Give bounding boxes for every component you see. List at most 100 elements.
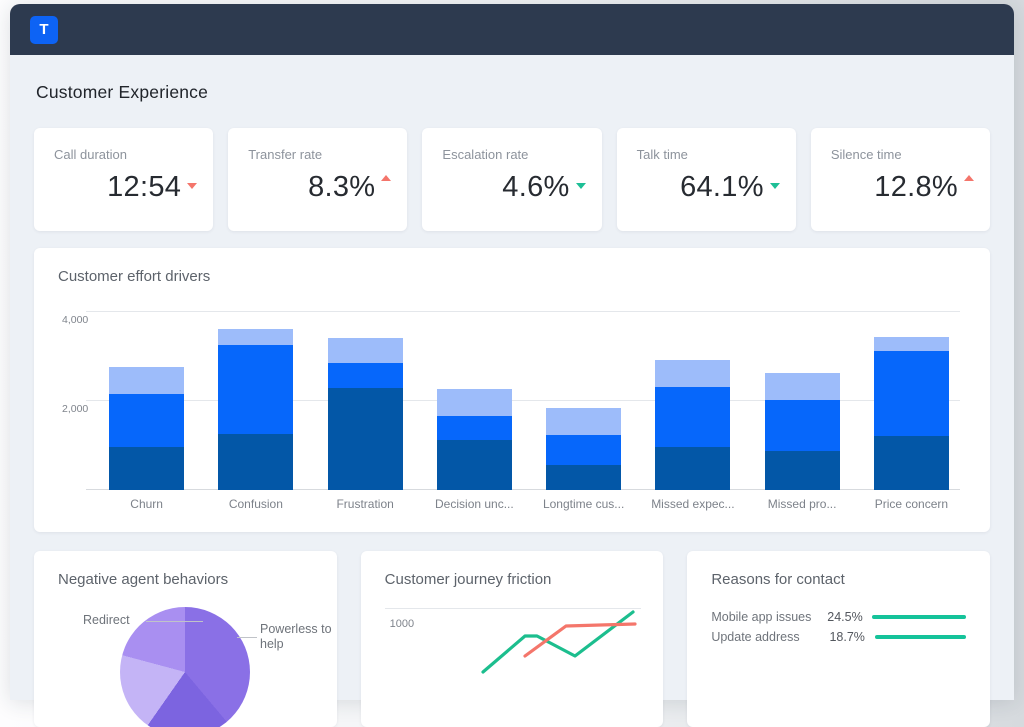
pie-slice-label: Redirect	[83, 613, 130, 627]
kpi-card-silence-time[interactable]: Silence time 12.8%	[810, 128, 991, 231]
bar-segment[interactable]	[436, 415, 512, 441]
app-logo-icon[interactable]: T	[30, 15, 58, 44]
bar-missed-pro-[interactable]	[764, 372, 840, 490]
x-axis-labels: Churn Confusion Frustration Decision unc...…	[92, 497, 966, 511]
dashboard-content: Customer Experience Call duration 12:54 Tr…	[10, 82, 1014, 727]
page-title: Customer Experience	[36, 82, 209, 102]
kpi-value: 12.8%	[831, 171, 975, 204]
reason-value: 18.7%	[829, 630, 865, 644]
gridline	[384, 608, 642, 609]
x-axis-label: Missed pro...	[767, 497, 837, 511]
bar-price-concern[interactable]	[873, 336, 949, 490]
bar-churn[interactable]	[109, 367, 185, 490]
chart-title: Reasons for contact	[711, 571, 845, 588]
bar-segment[interactable]	[327, 337, 403, 364]
y-tick-label: 4,000	[62, 314, 89, 326]
gridline-4000	[86, 311, 960, 312]
x-axis-label: Confusion	[228, 497, 283, 511]
reason-value: 24.5%	[827, 610, 863, 624]
bar-segment[interactable]	[436, 388, 512, 416]
y-tick-label: 1000	[389, 618, 415, 630]
bar-segment[interactable]	[873, 336, 949, 352]
reason-label: Update address	[711, 630, 800, 644]
app-window: T Customer Experience Call duration 12:54…	[10, 4, 1014, 727]
chart-title: Customer effort drivers	[58, 268, 211, 285]
bar-missed-expec-[interactable]	[655, 360, 731, 490]
trend-down-icon	[575, 183, 586, 189]
bar-segment[interactable]	[655, 386, 731, 447]
kpi-label: Transfer rate	[248, 147, 323, 162]
line-series[interactable]	[481, 610, 635, 674]
reason-row[interactable]: Mobile app issues 24.5%	[711, 607, 966, 627]
bottom-cards-row: Negative agent behaviors Redirect Powerl…	[34, 551, 990, 727]
kpi-value: 8.3%	[248, 171, 392, 204]
trend-up-icon	[964, 175, 975, 181]
bar-segment[interactable]	[218, 345, 294, 434]
bar-segment[interactable]	[327, 363, 403, 388]
bar-segment[interactable]	[109, 367, 185, 394]
reasons-for-contact-card[interactable]: Reasons for contact Mobile app issues 24.…	[687, 551, 990, 727]
kpi-value: 12:54	[54, 171, 198, 204]
x-axis-label: Price concern	[874, 497, 949, 511]
trend-up-icon	[381, 175, 392, 181]
y-tick-label: 2,000	[62, 403, 89, 415]
bar-segment[interactable]	[109, 393, 185, 447]
trend-down-icon	[769, 183, 780, 189]
bar-longtime-cus-[interactable]	[546, 407, 622, 490]
bar-segment[interactable]	[109, 446, 185, 490]
bar-segment[interactable]	[873, 435, 949, 490]
bar-frustration[interactable]	[327, 337, 403, 490]
bar-segment[interactable]	[764, 372, 840, 400]
x-axis-label: Decision unc...	[435, 497, 514, 511]
customer-effort-drivers-card[interactable]: Customer effort drivers 4,000 2,000 Chur…	[34, 248, 990, 532]
kpi-card-call-duration[interactable]: Call duration 12:54	[34, 128, 214, 231]
x-axis-label: Missed expec...	[651, 497, 735, 511]
chart-title: Customer journey friction	[384, 571, 552, 588]
kpi-label: Silence time	[830, 147, 902, 162]
stacked-bar-chart: 4,000 2,000	[58, 311, 966, 490]
reasons-list: Mobile app issues 24.5% Update address 18.7…	[711, 607, 966, 647]
bar-segment[interactable]	[218, 328, 294, 346]
reason-label: Mobile app issues	[711, 610, 812, 624]
x-axis-line	[86, 489, 960, 490]
x-axis-label: Frustration	[336, 497, 394, 511]
gridline-2000	[86, 400, 960, 401]
top-navigation-bar: T	[10, 4, 1014, 55]
kpi-value: 64.1%	[637, 171, 780, 204]
kpi-card-talk-time[interactable]: Talk time 64.1%	[616, 128, 796, 231]
reason-bar	[874, 635, 966, 639]
bars-container	[92, 311, 966, 490]
reason-bar	[871, 615, 966, 619]
bar-segment[interactable]	[327, 388, 403, 490]
bar-segment[interactable]	[655, 446, 731, 490]
line-chart[interactable]	[385, 608, 641, 718]
bar-segment[interactable]	[655, 360, 731, 387]
pie-slice-label: Powerless to help	[260, 622, 332, 651]
callout-line	[146, 621, 203, 622]
bar-segment[interactable]	[546, 435, 622, 465]
kpi-card-transfer-rate[interactable]: Transfer rate 8.3%	[228, 128, 408, 231]
customer-journey-friction-card[interactable]: Customer journey friction 1000	[360, 551, 664, 727]
bar-segment[interactable]	[873, 351, 949, 436]
kpi-label: Talk time	[636, 147, 688, 162]
bar-segment[interactable]	[436, 440, 512, 490]
bar-segment[interactable]	[764, 450, 840, 490]
bar-confusion[interactable]	[218, 328, 294, 490]
bar-segment[interactable]	[546, 464, 622, 490]
kpi-label: Escalation rate	[442, 147, 529, 162]
bar-segment[interactable]	[764, 399, 840, 451]
kpi-label: Call duration	[54, 147, 127, 162]
bar-segment[interactable]	[546, 407, 622, 435]
bar-segment[interactable]	[218, 433, 294, 490]
kpi-value: 4.6%	[442, 171, 586, 204]
kpi-row: Call duration 12:54 Transfer rate 8.3% Escal…	[34, 128, 991, 231]
trend-down-icon	[187, 183, 198, 189]
x-axis-label: Longtime cus...	[542, 497, 625, 511]
reason-row[interactable]: Update address 18.7%	[711, 627, 966, 647]
chart-title: Negative agent behaviors	[58, 571, 229, 588]
bar-decision-unc-[interactable]	[436, 388, 512, 490]
negative-agent-behaviors-card[interactable]: Negative agent behaviors Redirect Powerl…	[34, 551, 337, 727]
x-axis-label: Churn	[130, 497, 163, 511]
pie-chart[interactable]	[120, 607, 250, 727]
kpi-card-escalation-rate[interactable]: Escalation rate 4.6%	[422, 128, 602, 231]
